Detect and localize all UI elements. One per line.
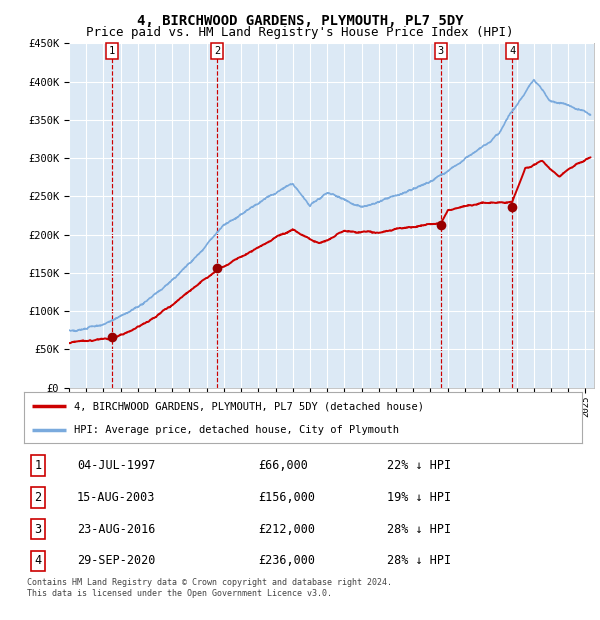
Text: 29-SEP-2020: 29-SEP-2020 bbox=[77, 554, 155, 567]
Text: Price paid vs. HM Land Registry's House Price Index (HPI): Price paid vs. HM Land Registry's House … bbox=[86, 26, 514, 39]
Text: This data is licensed under the Open Government Licence v3.0.: This data is licensed under the Open Gov… bbox=[27, 589, 332, 598]
Text: HPI: Average price, detached house, City of Plymouth: HPI: Average price, detached house, City… bbox=[74, 425, 399, 435]
Text: 1: 1 bbox=[34, 459, 41, 472]
Text: 22% ↓ HPI: 22% ↓ HPI bbox=[387, 459, 451, 472]
Text: 3: 3 bbox=[437, 46, 444, 56]
Text: £66,000: £66,000 bbox=[259, 459, 308, 472]
Text: 04-JUL-1997: 04-JUL-1997 bbox=[77, 459, 155, 472]
Text: 23-AUG-2016: 23-AUG-2016 bbox=[77, 523, 155, 536]
Text: 1: 1 bbox=[109, 46, 115, 56]
Text: 28% ↓ HPI: 28% ↓ HPI bbox=[387, 523, 451, 536]
Text: 4, BIRCHWOOD GARDENS, PLYMOUTH, PL7 5DY (detached house): 4, BIRCHWOOD GARDENS, PLYMOUTH, PL7 5DY … bbox=[74, 401, 424, 411]
Text: £212,000: £212,000 bbox=[259, 523, 316, 536]
Text: 28% ↓ HPI: 28% ↓ HPI bbox=[387, 554, 451, 567]
Text: £156,000: £156,000 bbox=[259, 491, 316, 503]
Text: 2: 2 bbox=[214, 46, 220, 56]
Text: £236,000: £236,000 bbox=[259, 554, 316, 567]
Text: 2: 2 bbox=[34, 491, 41, 503]
Text: 15-AUG-2003: 15-AUG-2003 bbox=[77, 491, 155, 503]
Text: 4: 4 bbox=[34, 554, 41, 567]
Text: 4, BIRCHWOOD GARDENS, PLYMOUTH, PL7 5DY: 4, BIRCHWOOD GARDENS, PLYMOUTH, PL7 5DY bbox=[137, 14, 463, 28]
Text: 3: 3 bbox=[34, 523, 41, 536]
Text: 4: 4 bbox=[509, 46, 515, 56]
Text: 19% ↓ HPI: 19% ↓ HPI bbox=[387, 491, 451, 503]
Text: Contains HM Land Registry data © Crown copyright and database right 2024.: Contains HM Land Registry data © Crown c… bbox=[27, 578, 392, 587]
